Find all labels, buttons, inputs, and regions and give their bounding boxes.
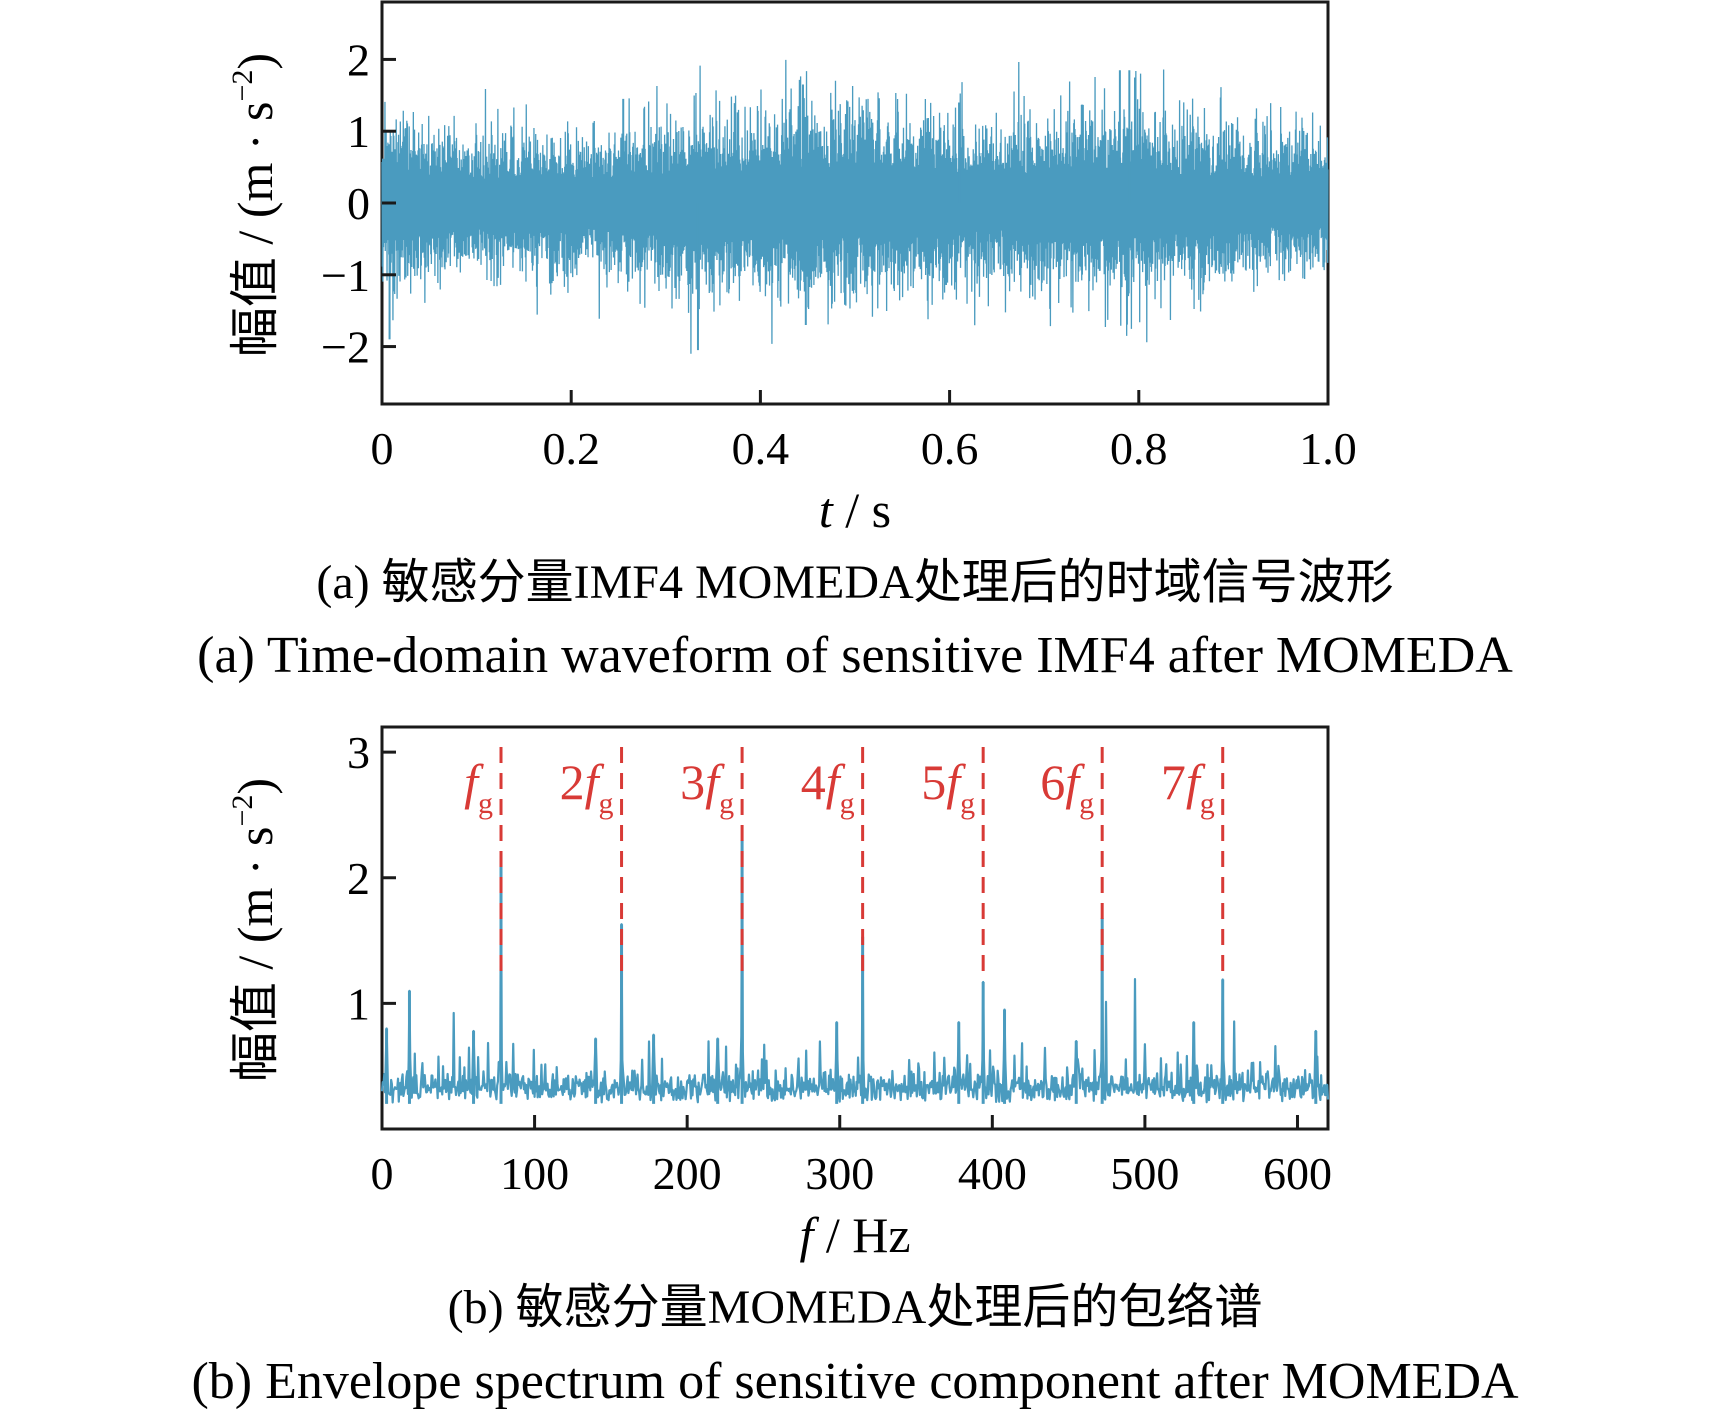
harmonic-label: 7fg (1161, 754, 1215, 820)
y-tick-label: 2 (347, 34, 370, 85)
panel-a-caption-cn: (a) 敏感分量IMF4 MOMEDA处理后的时域信号波形 (316, 556, 1393, 609)
panel-a-y-ticks: −2 −1 0 1 2 (321, 34, 396, 373)
panel-b-caption-cn: (b) 敏感分量MOMEDA处理后的包络谱 (448, 1281, 1263, 1334)
y-tick-label: 1 (347, 106, 370, 157)
y-tick-label: 0 (347, 178, 370, 229)
x-tick-label: 600 (1263, 1148, 1332, 1199)
y-tick-label: 3 (347, 727, 370, 778)
panel-b-harmonic-markers: fg 2fg 3fg 4fg 5fg 6fg 7fg (464, 747, 1225, 981)
harmonic-label: fg (464, 754, 493, 820)
panel-b-y-axis-label: 幅值 / (m · s−2) (226, 778, 283, 1082)
panel-b-caption-en: (b) Envelope spectrum of sensitive compo… (191, 1353, 1519, 1410)
y-tick-label: −1 (321, 250, 370, 301)
harmonic-label: 3fg (680, 754, 734, 820)
x-tick-label: 500 (1110, 1148, 1179, 1199)
y-tick-label: 1 (347, 978, 370, 1029)
panel-a-x-axis-label: t / s (819, 482, 891, 538)
spectrum-line (380, 838, 1330, 1104)
panel-a-x-ticks: 0 0.2 0.4 0.6 0.8 1.0 (371, 390, 1357, 474)
panel-b-x-ticks: 0 100 200 300 400 500 600 (371, 1115, 1332, 1199)
x-tick-label: 200 (653, 1148, 722, 1199)
x-tick-label: 0.8 (1110, 423, 1168, 474)
y-tick-label: 2 (347, 853, 370, 904)
x-tick-label: 0.4 (732, 423, 790, 474)
harmonic-label: 4fg (801, 754, 855, 820)
panel-a-y-axis-label: 幅值 / (m · s−2) (226, 53, 283, 357)
harmonic-label: 6fg (1040, 754, 1094, 820)
panel-b-y-ticks: 1 2 3 (347, 727, 396, 1029)
x-tick-label: 0 (371, 423, 394, 474)
y-tick-label: −2 (321, 322, 370, 373)
panel-a-time-waveform: 0 0.2 0.4 0.6 0.8 1.0 −2 −1 0 1 2 t / s 幅值 / (m ·… (197, 0, 1513, 684)
x-tick-label: 1.0 (1299, 423, 1357, 474)
panel-b-x-axis-label: f / Hz (799, 1207, 910, 1263)
panel-b-envelope-spectrum: fg 2fg 3fg 4fg 5fg 6fg 7fg 0 100 200 300 400 500 600… (191, 725, 1519, 1410)
x-tick-label: 100 (500, 1148, 569, 1199)
panel-b-signal (380, 838, 1330, 1104)
x-tick-label: 0.6 (921, 423, 979, 474)
panel-b-plot-area (380, 725, 1330, 1131)
panel-a-caption-en: (a) Time-domain waveform of sensitive IM… (197, 627, 1513, 684)
x-tick-label: 0 (371, 1148, 394, 1199)
x-tick-label: 400 (958, 1148, 1027, 1199)
harmonic-label: 2fg (560, 754, 614, 820)
harmonic-label: 5fg (921, 754, 975, 820)
panel-a-signal (381, 59, 1329, 354)
x-tick-label: 300 (805, 1148, 874, 1199)
x-tick-label: 0.2 (542, 423, 600, 474)
waveform-line (381, 59, 1329, 354)
